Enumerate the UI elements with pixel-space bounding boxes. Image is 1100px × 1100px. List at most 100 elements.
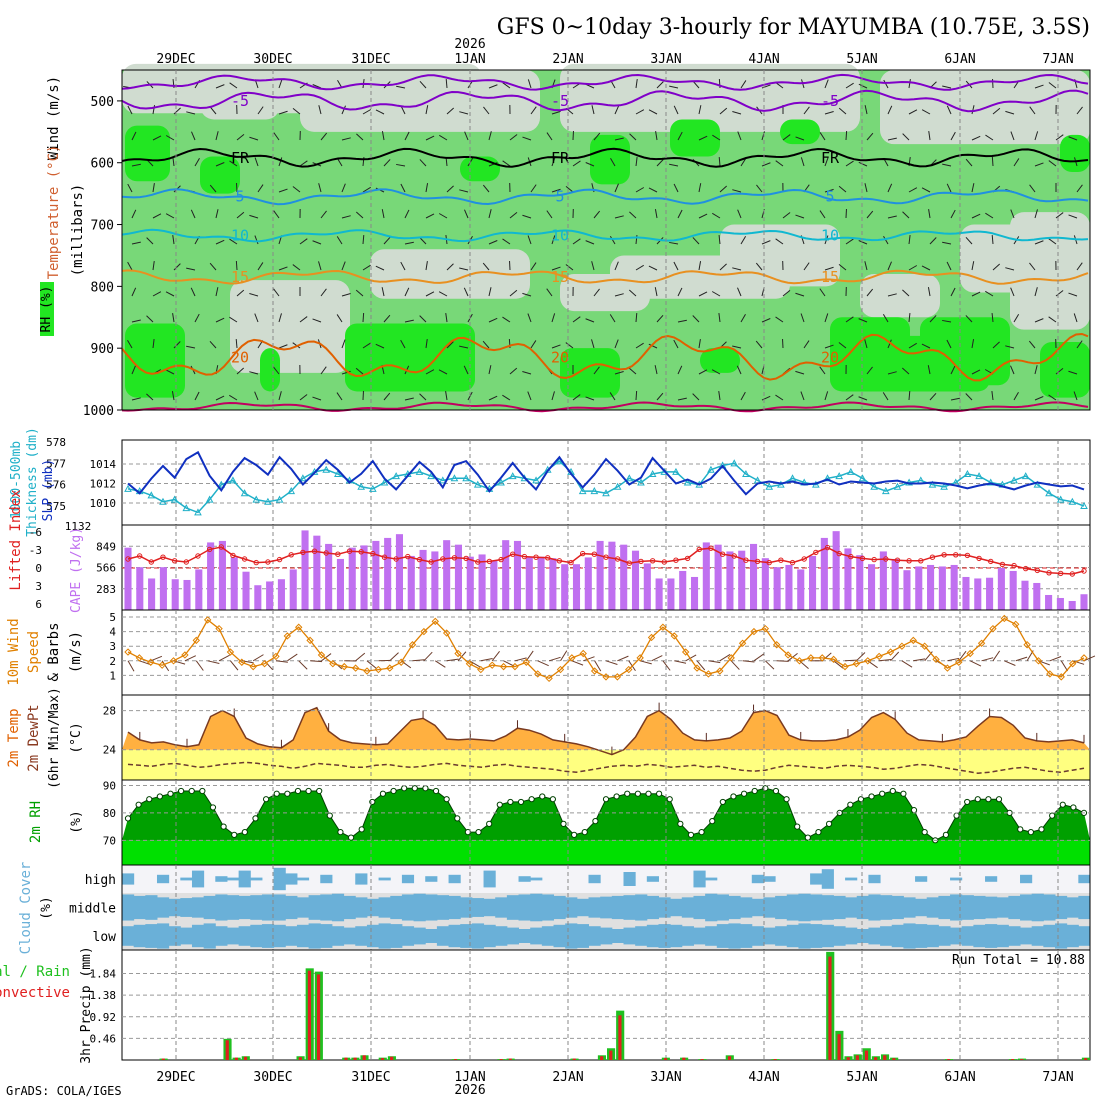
cloud-bar xyxy=(378,877,391,881)
cloud-bar xyxy=(1066,924,1079,948)
li-tick-label: -6 xyxy=(29,526,42,539)
contour-label: 20 xyxy=(821,348,839,366)
cloud-bar xyxy=(1020,874,1033,884)
wind-barb xyxy=(698,213,708,219)
cloud-bar xyxy=(915,924,928,948)
wind-barb xyxy=(172,313,175,323)
date-tick-label: 6JAN xyxy=(944,1070,975,1085)
surface-wind-barb xyxy=(992,650,1001,662)
wind-barb xyxy=(775,394,784,401)
wind-barb xyxy=(929,392,937,401)
wind-barb xyxy=(882,314,889,323)
cloud-bar xyxy=(600,927,613,945)
thickness-point xyxy=(625,474,634,482)
cape-bar xyxy=(195,569,203,610)
wind-barb xyxy=(845,238,854,245)
wind-barb xyxy=(718,391,721,401)
wind-barb xyxy=(530,340,537,349)
wind-speed-point xyxy=(909,636,917,645)
wind-barb xyxy=(527,79,532,89)
wind-barb xyxy=(400,339,406,349)
wind-barb xyxy=(775,82,784,89)
wind-barb xyxy=(971,261,975,271)
thickness-point xyxy=(415,467,424,475)
wind-speed-point xyxy=(181,651,189,659)
wind-barb xyxy=(488,395,498,401)
cloud-level-label: low xyxy=(93,930,117,945)
wind-barb xyxy=(648,265,658,271)
cape-bar xyxy=(797,569,805,610)
ylabel-wind-barbs: & Barbs xyxy=(46,622,62,681)
wind-barb xyxy=(565,264,574,271)
rh-point xyxy=(188,787,195,795)
wind-speed-point xyxy=(226,648,235,656)
wind-barb xyxy=(614,137,624,141)
cape-bar xyxy=(218,540,226,610)
wind-speed-point xyxy=(1057,673,1065,681)
thickness-point xyxy=(264,497,272,505)
surface-wind-barb xyxy=(685,654,697,662)
lifted-index-point xyxy=(545,555,551,561)
cloud-bar xyxy=(203,895,216,920)
wind-barb xyxy=(866,210,874,219)
cloud-bar xyxy=(425,894,438,921)
rh-dry-patch xyxy=(300,70,540,132)
cloud-bar xyxy=(646,895,659,920)
wind-barb xyxy=(1034,131,1039,141)
wind-barb xyxy=(551,313,556,323)
surface-wind-barb xyxy=(764,660,775,670)
cape-bar xyxy=(702,542,710,610)
cloud-bar xyxy=(145,924,158,948)
surface-wind-barb xyxy=(389,652,399,662)
wind-barb xyxy=(712,212,721,219)
lifted-index-line xyxy=(127,546,1085,575)
surface-wind-barb xyxy=(184,655,196,662)
wind-barb xyxy=(824,157,829,167)
wind-barb xyxy=(254,391,259,401)
wind-barb xyxy=(609,392,616,401)
li-tick-label: 3 xyxy=(35,580,42,593)
cape-bar xyxy=(631,550,640,610)
cape-bar xyxy=(183,579,191,610)
wind-barb xyxy=(819,132,826,141)
precip-convective-bar xyxy=(161,1058,165,1060)
wind-barb xyxy=(1029,184,1036,193)
wind-barb xyxy=(236,211,245,219)
contour-label: 10 xyxy=(821,227,839,245)
wind-barb xyxy=(887,215,897,219)
cape-bar xyxy=(454,544,463,610)
wind-barb xyxy=(502,82,511,89)
contour-label: 20 xyxy=(231,348,249,366)
wind-barb xyxy=(946,105,952,115)
cloud-bar xyxy=(250,877,263,881)
wind-barb xyxy=(908,187,918,193)
rh-moist-patch xyxy=(1040,342,1090,398)
cloud-bar xyxy=(973,924,986,948)
wind-barb xyxy=(509,289,518,297)
surface-wind-barb xyxy=(605,660,618,665)
cape-bar xyxy=(136,567,144,610)
wind-barb xyxy=(229,238,238,245)
precip-convective-bar xyxy=(864,1050,869,1060)
lifted-index-point xyxy=(521,553,528,560)
wind-barb xyxy=(257,262,264,271)
y-tick-label: 1000 xyxy=(83,404,114,419)
wind-speed-point xyxy=(1023,641,1031,649)
surface-wind-barb xyxy=(355,652,366,662)
wind-speed-point xyxy=(420,627,428,636)
cloud-bar xyxy=(518,876,531,882)
wind-barb xyxy=(654,287,658,297)
wind-barb xyxy=(215,239,225,245)
wind-barb xyxy=(992,341,1000,349)
upper-air-panel: -5 -5 -5 FR FR FR 5 5 5 10 10 10 15 15 15 20 20 20 500 600 7… xyxy=(39,63,1091,419)
rh-point xyxy=(528,796,535,803)
thickness-point xyxy=(823,474,832,482)
run-total-label: Run Total = 10.88 xyxy=(952,953,1085,968)
wind-barb xyxy=(1010,287,1015,297)
precip-convective-bar xyxy=(883,1055,887,1060)
cloud-bar xyxy=(331,926,345,946)
cloud-bar xyxy=(693,927,706,945)
cloud-bar xyxy=(448,924,461,948)
ylabel-rh-unit: (%) xyxy=(69,810,84,833)
rh-point xyxy=(549,796,556,803)
